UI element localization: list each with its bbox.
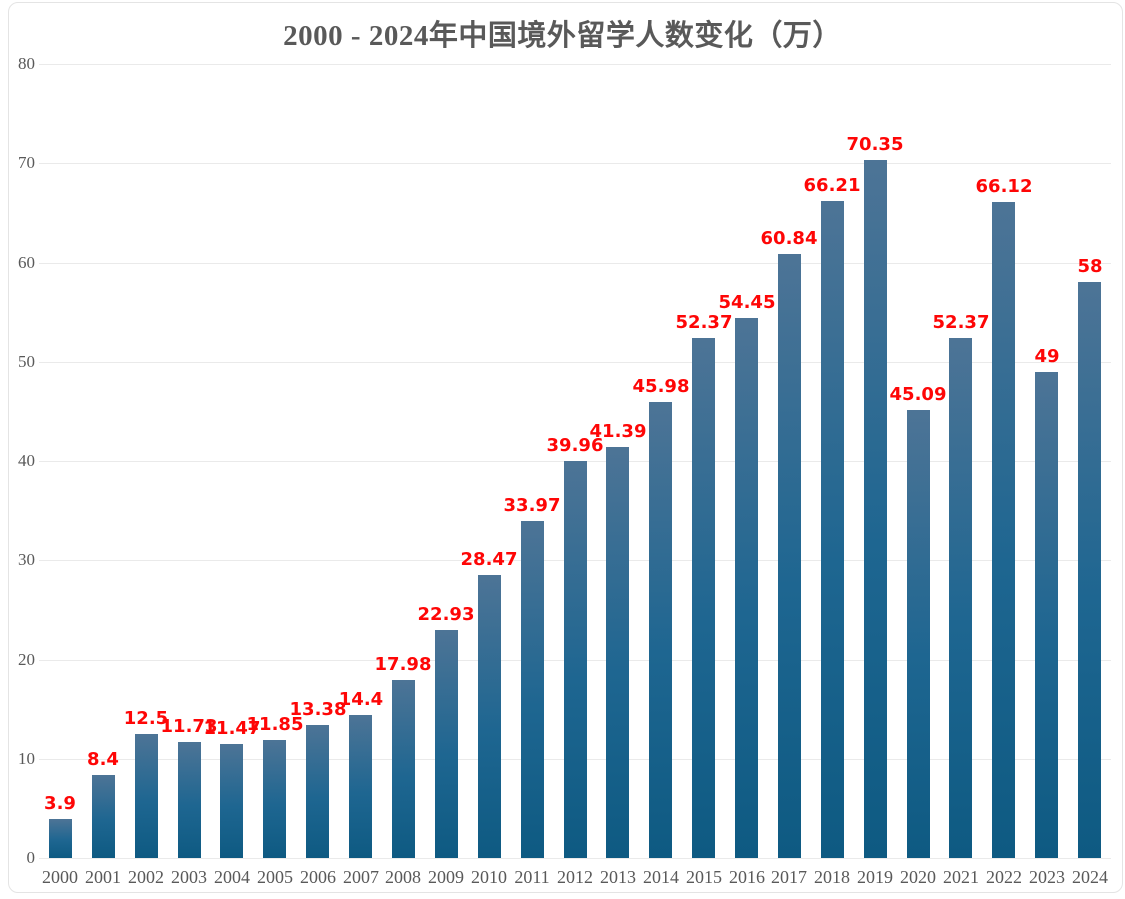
bar-value-label-2021: 52.37 <box>932 312 990 333</box>
bar-2018 <box>821 201 844 858</box>
y-axis-tick-label-10: 10 <box>18 749 35 768</box>
gridline-0 <box>39 858 1111 859</box>
bar-value-label-2013: 41.39 <box>589 421 647 442</box>
x-axis-tick-label-2009: 2009 <box>428 867 464 887</box>
bar-value-label-2009: 22.93 <box>417 604 475 625</box>
x-axis-tick-label-2019: 2019 <box>857 867 893 887</box>
x-axis-tick-label-2000: 2000 <box>42 867 78 887</box>
bar-2022 <box>992 202 1015 858</box>
bar-value-label-2001: 8.4 <box>87 749 119 770</box>
y-axis-tick-label-40: 40 <box>18 451 35 470</box>
bar-2015 <box>692 338 715 858</box>
x-axis-tick-label-2005: 2005 <box>257 867 293 887</box>
y-axis-tick-label-20: 20 <box>18 650 35 669</box>
x-axis-tick-label-2003: 2003 <box>171 867 207 887</box>
bar-2012 <box>564 461 587 858</box>
x-axis-tick-label-2011: 2011 <box>514 867 550 887</box>
bar-2023 <box>1035 372 1058 858</box>
y-axis-tick-label-30: 30 <box>18 550 35 569</box>
x-axis-tick-label-2018: 2018 <box>814 867 850 887</box>
x-axis-tick-label-2002: 2002 <box>128 867 164 887</box>
bar-2016 <box>735 318 758 858</box>
bar-value-label-2020: 45.09 <box>889 384 947 405</box>
bar-value-label-2007: 14.4 <box>338 689 384 710</box>
bar-value-label-2010: 28.47 <box>460 549 518 570</box>
bar-value-label-2015: 52.37 <box>675 312 733 333</box>
bar-value-label-2023: 49 <box>1034 346 1060 367</box>
x-axis-tick-label-2001: 2001 <box>85 867 121 887</box>
bar-2024 <box>1078 282 1101 858</box>
bar-value-label-2006: 13.38 <box>289 699 347 720</box>
x-axis-tick-label-2010: 2010 <box>471 867 507 887</box>
x-axis-tick-label-2021: 2021 <box>943 867 979 887</box>
bar-2021 <box>949 338 972 858</box>
bar-2003 <box>178 742 201 858</box>
y-axis-tick-label-0: 0 <box>26 848 36 867</box>
bar-value-label-2014: 45.98 <box>632 376 690 397</box>
bar-2004 <box>220 744 243 858</box>
x-axis-tick-label-2013: 2013 <box>600 867 636 887</box>
bar-2017 <box>778 254 801 858</box>
bar-2007 <box>349 715 372 858</box>
bar-value-label-2008: 17.98 <box>374 654 432 675</box>
gridline-60 <box>39 263 1111 264</box>
x-axis-tick-label-2012: 2012 <box>557 867 593 887</box>
bar-2020 <box>907 410 930 858</box>
x-axis-tick-label-2024: 2024 <box>1072 867 1108 887</box>
x-axis-tick-label-2006: 2006 <box>300 867 336 887</box>
bar-2014 <box>649 402 672 858</box>
y-axis-tick-label-70: 70 <box>18 153 35 172</box>
gridline-70 <box>39 163 1111 164</box>
chart-title: 2000 - 2024年中国境外留学人数变化（万） <box>283 20 842 52</box>
y-axis-tick-label-60: 60 <box>18 253 35 272</box>
x-axis-tick-label-2004: 2004 <box>214 867 250 887</box>
bar-2013 <box>606 447 629 858</box>
x-axis-tick-label-2014: 2014 <box>643 867 679 887</box>
bar-2010 <box>478 575 501 858</box>
bar-value-label-2003: 11.73 <box>160 716 218 737</box>
gridline-80 <box>39 64 1111 65</box>
bar-value-label-2022: 66.12 <box>975 176 1033 197</box>
bar-2000 <box>49 819 72 858</box>
x-axis-tick-label-2017: 2017 <box>771 867 807 887</box>
bar-value-label-2012: 39.96 <box>546 435 604 456</box>
bar-2019 <box>864 160 887 858</box>
bar-2001 <box>92 775 115 858</box>
bar-2002 <box>135 734 158 858</box>
x-axis-tick-label-2023: 2023 <box>1029 867 1065 887</box>
x-axis-tick-label-2022: 2022 <box>986 867 1022 887</box>
bar-2009 <box>435 630 458 858</box>
bar-value-label-2011: 33.97 <box>503 495 561 516</box>
bar-value-label-2024: 58 <box>1077 256 1103 277</box>
bar-value-label-2005: 11.85 <box>246 714 304 735</box>
bar-2008 <box>392 680 415 858</box>
bar-2005 <box>263 740 286 858</box>
bar-value-label-2004: 11.47 <box>203 718 261 739</box>
x-axis-tick-label-2016: 2016 <box>729 867 765 887</box>
gridline-50 <box>39 362 1111 363</box>
y-axis-tick-label-50: 50 <box>18 352 35 371</box>
bar-value-label-2017: 60.84 <box>760 228 818 249</box>
x-axis-tick-label-2020: 2020 <box>900 867 936 887</box>
y-axis-tick-label-80: 80 <box>18 54 35 73</box>
bar-value-label-2019: 70.35 <box>846 134 904 155</box>
bar-2006 <box>306 725 329 858</box>
x-axis-tick-label-2007: 2007 <box>343 867 379 887</box>
bar-value-label-2000: 3.9 <box>44 793 76 814</box>
bar-value-label-2018: 66.21 <box>803 175 861 196</box>
bar-2011 <box>521 521 544 858</box>
bar-value-label-2002: 12.5 <box>123 708 169 729</box>
x-axis-tick-label-2008: 2008 <box>385 867 421 887</box>
x-axis-tick-label-2015: 2015 <box>686 867 722 887</box>
bar-value-label-2016: 54.45 <box>718 292 776 313</box>
